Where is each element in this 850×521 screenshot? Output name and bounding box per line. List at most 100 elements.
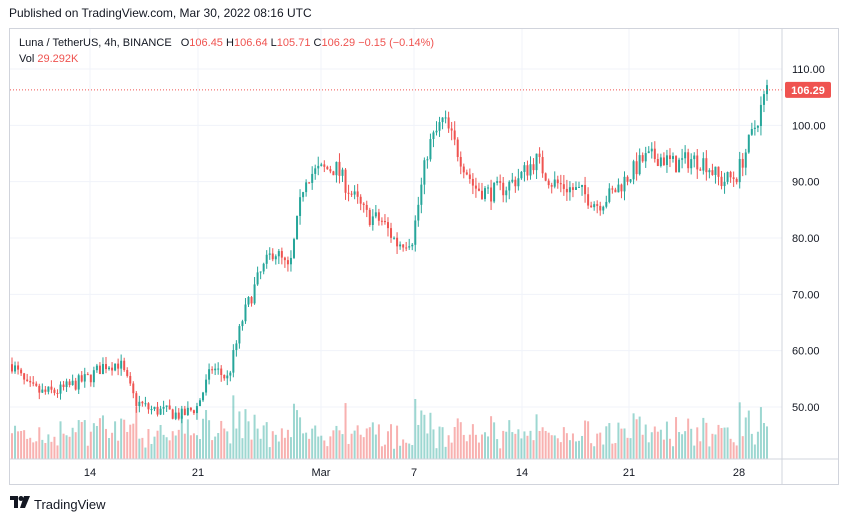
- volume-bar: [44, 443, 47, 459]
- candle-body: [292, 239, 295, 258]
- volume-bar: [92, 423, 95, 459]
- volume-bar: [623, 428, 626, 459]
- legend-o-value: 106.45: [189, 37, 223, 49]
- candle-body: [605, 201, 608, 207]
- candle-body: [432, 132, 435, 140]
- candle-body: [484, 188, 487, 199]
- candle-body: [414, 220, 417, 245]
- volume-bar: [396, 425, 399, 459]
- candle-body: [653, 148, 656, 160]
- candle-body: [647, 151, 650, 154]
- candle-body: [208, 369, 211, 380]
- volume-bar: [362, 437, 365, 459]
- candle-body: [441, 117, 444, 123]
- candle-body: [568, 187, 571, 193]
- volume-bar: [74, 432, 77, 459]
- volume-bar: [487, 436, 490, 459]
- candle-body: [311, 173, 314, 183]
- candle-body: [198, 400, 201, 407]
- volume-bar: [32, 442, 35, 459]
- volume-bar: [283, 437, 286, 459]
- volume-bar: [250, 439, 253, 459]
- volume-bar: [114, 421, 117, 459]
- volume-bar: [693, 445, 696, 459]
- volume-bar: [177, 429, 180, 459]
- volume-bar: [159, 424, 162, 459]
- candle-body: [95, 365, 98, 371]
- candle-body: [426, 159, 429, 161]
- candle-body: [678, 159, 681, 173]
- volume-bar: [311, 428, 314, 459]
- tradingview-logo-icon[interactable]: [10, 495, 30, 513]
- candle-body: [438, 122, 441, 131]
- candle-body: [590, 205, 593, 208]
- candle-body: [699, 169, 702, 171]
- price-chart[interactable]: 110.00 100.00 90.00 80.00 70.00 60.00 50.00 14 2…: [10, 29, 838, 484]
- volume-bar: [332, 430, 335, 459]
- candle-body: [62, 384, 65, 388]
- candle-body: [456, 139, 459, 157]
- volume-bar: [365, 428, 368, 459]
- volume-bar: [232, 395, 235, 459]
- volume-bar: [699, 441, 702, 459]
- volume-bar: [629, 438, 632, 459]
- candle-body: [20, 369, 23, 374]
- legend-ohlc-row: Luna / TetherUS, 4h, BINANCE O106.45 H10…: [19, 35, 434, 51]
- volume-bar: [180, 415, 183, 459]
- candle-body: [602, 206, 605, 211]
- tradingview-brand[interactable]: TradingView: [34, 496, 106, 512]
- candle-body: [581, 184, 584, 187]
- y-tick-label: 90.00: [792, 177, 820, 189]
- candle-body: [247, 297, 250, 305]
- legend-c-label: C: [313, 37, 322, 49]
- candle-body: [374, 212, 377, 217]
- candle-body: [453, 130, 456, 140]
- candle-body: [56, 392, 59, 394]
- volume-bar: [393, 448, 396, 459]
- candle-body: [690, 159, 693, 169]
- volume-bar: [738, 402, 741, 459]
- candle-body: [71, 380, 74, 386]
- candle-body: [556, 179, 559, 184]
- candle-body: [17, 365, 20, 370]
- candle-body: [638, 155, 641, 175]
- volume-bar: [717, 424, 720, 459]
- legend-volume-row: Vol 29.292K: [19, 51, 434, 67]
- candle-body: [347, 192, 350, 194]
- volume-bar: [444, 446, 447, 459]
- volume-bar: [371, 422, 374, 459]
- volume-bar: [593, 446, 596, 459]
- candle-body: [344, 169, 347, 193]
- volume-bar: [471, 424, 474, 459]
- candle-body: [192, 410, 195, 414]
- candle-body: [380, 220, 383, 222]
- candle-body: [35, 383, 38, 386]
- legend-symbol[interactable]: Luna / TetherUS, 4h, BINANCE: [19, 37, 172, 49]
- volume-bar: [132, 423, 135, 459]
- candle-body: [244, 304, 247, 322]
- candle-body: [493, 182, 496, 202]
- volume-bar: [653, 426, 656, 459]
- candle-body: [135, 393, 138, 407]
- candle-body: [562, 184, 565, 189]
- candle-body: [323, 164, 326, 167]
- candle-body: [183, 408, 186, 415]
- volume-bar: [559, 442, 562, 459]
- candle-body: [53, 389, 56, 393]
- candle-body: [487, 187, 490, 189]
- volume-bar: [480, 434, 483, 459]
- volume-bar: [241, 438, 244, 459]
- candle-body: [559, 183, 562, 185]
- candle-body: [644, 153, 647, 162]
- volume-bar: [568, 440, 571, 459]
- candle-body: [317, 165, 320, 169]
- candle-body: [675, 156, 678, 173]
- volume-bar: [584, 420, 587, 459]
- volume-bar: [359, 434, 362, 459]
- volume-bar: [675, 417, 678, 459]
- candle-body: [459, 156, 462, 167]
- candle-body: [386, 222, 389, 229]
- volume-bar: [277, 441, 280, 459]
- candle-body: [341, 169, 344, 176]
- candle-body: [411, 244, 414, 247]
